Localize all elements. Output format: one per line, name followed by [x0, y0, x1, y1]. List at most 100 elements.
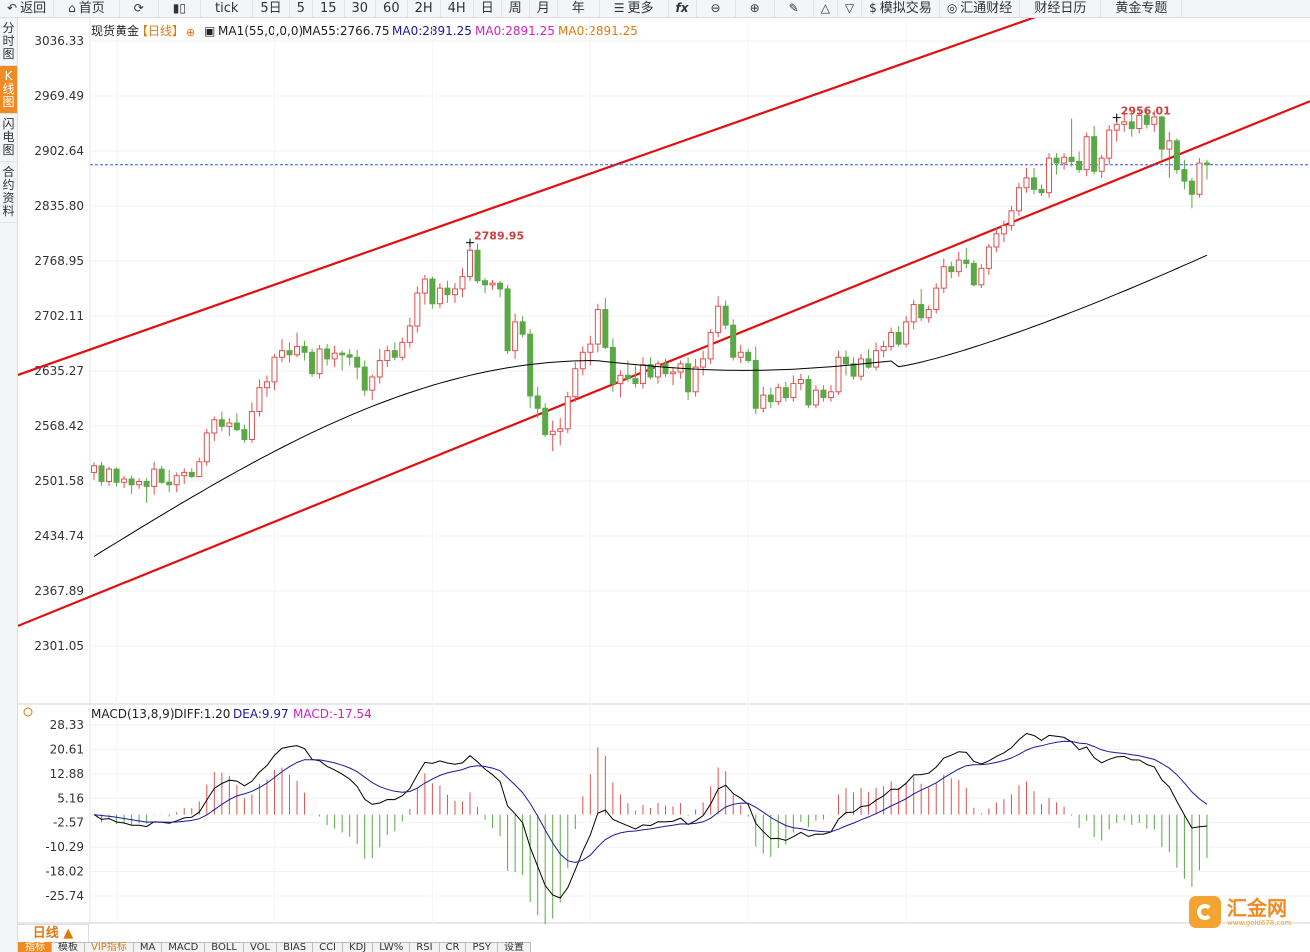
period-15m[interactable]: 15 [313, 0, 345, 17]
candle[interactable] [1151, 110, 1158, 132]
candle[interactable] [316, 344, 323, 379]
candle[interactable] [354, 349, 361, 380]
candle[interactable] [609, 338, 616, 392]
candle[interactable] [730, 319, 737, 361]
tab-macd[interactable]: MACD [161, 942, 206, 952]
sim-trade-button[interactable]: $ 模拟交易 [862, 0, 940, 17]
price-chart[interactable]: 现货黄金 【日线】 ⊕ ▣ MA1(55,0,0,0) MA55:2766.75… [18, 18, 1310, 924]
tab-timeshare[interactable]: 分时图 [0, 18, 17, 66]
candle[interactable] [858, 353, 865, 381]
candle[interactable] [812, 385, 819, 409]
period-day[interactable]: 日 [474, 0, 502, 17]
candle[interactable] [136, 478, 143, 489]
candle[interactable] [888, 327, 895, 351]
candle[interactable] [933, 283, 940, 314]
candle[interactable] [1121, 112, 1128, 132]
candle[interactable] [256, 379, 263, 417]
period-5m[interactable]: 5 [290, 0, 313, 17]
candle[interactable] [662, 358, 669, 377]
period-tick[interactable]: tick [201, 0, 254, 17]
candle[interactable] [429, 276, 436, 309]
chart-type-button[interactable]: ▮▯ [159, 0, 201, 17]
candle[interactable] [880, 340, 887, 358]
tab-contract-info[interactable]: 合约资料 [0, 162, 17, 223]
candle[interactable] [677, 360, 684, 379]
candle[interactable] [1136, 110, 1143, 134]
period-4h[interactable]: 4H [441, 0, 474, 17]
candle[interactable] [820, 385, 827, 402]
candle[interactable] [482, 278, 489, 294]
macd-settings-icon[interactable] [23, 707, 33, 717]
candle[interactable] [1015, 182, 1022, 216]
candle[interactable] [827, 385, 834, 402]
candle[interactable] [632, 365, 639, 388]
candle[interactable] [1143, 107, 1150, 129]
candle[interactable] [722, 300, 729, 330]
candle[interactable] [91, 462, 97, 480]
candle[interactable] [1181, 159, 1188, 190]
candle[interactable] [617, 370, 624, 398]
candle[interactable] [376, 349, 383, 384]
tab-lw[interactable]: LW% [372, 942, 411, 952]
candle[interactable] [384, 345, 391, 368]
candle[interactable] [737, 344, 744, 363]
candle[interactable] [655, 360, 661, 384]
tab-vol[interactable]: VOL [242, 942, 278, 952]
candle[interactable] [451, 283, 458, 303]
tab-vip-indicators[interactable]: VIP指标 [84, 942, 134, 952]
period-2h[interactable]: 2H [408, 0, 441, 17]
candle[interactable] [865, 349, 872, 369]
fx-button[interactable]: fx [669, 0, 697, 17]
current-period-label[interactable]: 日线 ▲ [18, 924, 89, 943]
candle[interactable] [233, 413, 240, 432]
candle[interactable] [1053, 153, 1060, 175]
candle[interactable] [279, 339, 285, 363]
huitong-button[interactable]: ◎ 汇通财经 [940, 0, 1021, 17]
candle[interactable] [797, 373, 804, 391]
candle[interactable] [963, 247, 970, 269]
candle[interactable] [339, 350, 346, 371]
candle[interactable] [993, 227, 1000, 252]
candle[interactable] [173, 472, 180, 493]
candle[interactable] [399, 337, 406, 361]
tab-boll[interactable]: BOLL [204, 942, 244, 952]
candle[interactable] [1113, 118, 1120, 142]
candle[interactable] [121, 475, 128, 489]
candle[interactable] [1106, 125, 1113, 165]
tab-psy[interactable]: PSY [465, 942, 498, 952]
candle[interactable] [211, 416, 218, 442]
candle[interactable] [512, 313, 519, 359]
candle[interactable] [203, 428, 210, 466]
candle[interactable] [1046, 153, 1053, 198]
candle[interactable] [775, 383, 782, 405]
candle[interactable] [692, 358, 699, 397]
candle[interactable] [421, 274, 428, 305]
tab-rsi[interactable]: RSI [409, 942, 440, 952]
candle[interactable] [1158, 115, 1165, 160]
candle[interactable] [196, 457, 203, 478]
candle[interactable] [226, 418, 233, 437]
candle[interactable] [309, 349, 316, 377]
candle[interactable] [1098, 154, 1105, 178]
candle[interactable] [940, 258, 947, 294]
candle[interactable] [805, 375, 812, 409]
channel-upper-line[interactable] [18, 18, 1310, 376]
candle[interactable] [128, 475, 135, 494]
candle[interactable] [286, 342, 293, 363]
candle[interactable] [602, 297, 609, 350]
candle[interactable] [542, 403, 549, 438]
candle[interactable] [760, 386, 767, 413]
candle[interactable] [527, 329, 534, 409]
candle[interactable] [1128, 112, 1135, 137]
candle[interactable] [474, 243, 481, 284]
back-button[interactable]: ↶ 返回 [0, 0, 55, 17]
candle[interactable] [895, 325, 902, 347]
candle[interactable] [534, 386, 541, 419]
period-30m[interactable]: 30 [345, 0, 377, 17]
candle[interactable] [1203, 159, 1210, 180]
candle[interactable] [1000, 220, 1007, 243]
period-60m[interactable]: 60 [376, 0, 408, 17]
settings-icon[interactable]: ⊕ [186, 26, 195, 39]
candle[interactable] [782, 381, 789, 402]
candle[interactable] [143, 478, 150, 503]
